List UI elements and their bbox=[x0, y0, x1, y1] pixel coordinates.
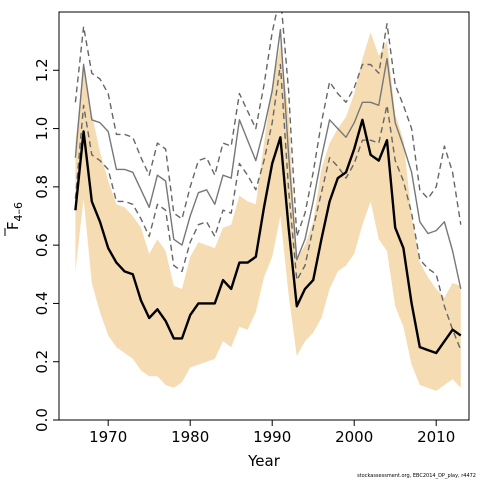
series-line-comparison-lower bbox=[74, 63, 462, 351]
y-tick-label: 1.0 bbox=[33, 117, 51, 141]
y-tick-label: 0.0 bbox=[33, 408, 51, 432]
y-axis-title-main: F bbox=[4, 221, 22, 230]
x-tick-label: 1990 bbox=[253, 428, 291, 446]
x-axis-title: Year bbox=[247, 452, 281, 470]
y-axis-title: F4–6 bbox=[4, 202, 25, 230]
x-tick-label: 2010 bbox=[417, 428, 455, 446]
series-lines-layer bbox=[74, 12, 462, 355]
confidence-band-layer bbox=[75, 32, 461, 391]
y-axis-title-subscript: 4–6 bbox=[12, 202, 25, 222]
x-tick-label: 1980 bbox=[171, 428, 209, 446]
y-tick-label: 0.2 bbox=[33, 350, 51, 374]
y-tick-label: 0.4 bbox=[33, 291, 51, 315]
y-tick-label: 0.8 bbox=[33, 175, 51, 199]
y-axis: 0.0 0.2 0.4 0.6 0.8 1.0 1.2 bbox=[33, 58, 59, 432]
y-tick-label: 0.6 bbox=[33, 233, 51, 257]
x-tick-label: 1970 bbox=[89, 428, 127, 446]
y-tick-label: 1.2 bbox=[33, 58, 51, 82]
x-tick-label: 2000 bbox=[335, 428, 373, 446]
footnote: stockassessment.org, EBC2014_DP_play, r4… bbox=[357, 473, 476, 479]
plot-frame bbox=[58, 11, 470, 421]
series-line-comparison-upper bbox=[74, 12, 462, 238]
series-line-estimate bbox=[74, 118, 462, 355]
x-axis: 1970 1980 1990 2000 2010 bbox=[89, 420, 455, 446]
confidence-band bbox=[75, 32, 461, 391]
series-line-comparison bbox=[74, 28, 462, 290]
